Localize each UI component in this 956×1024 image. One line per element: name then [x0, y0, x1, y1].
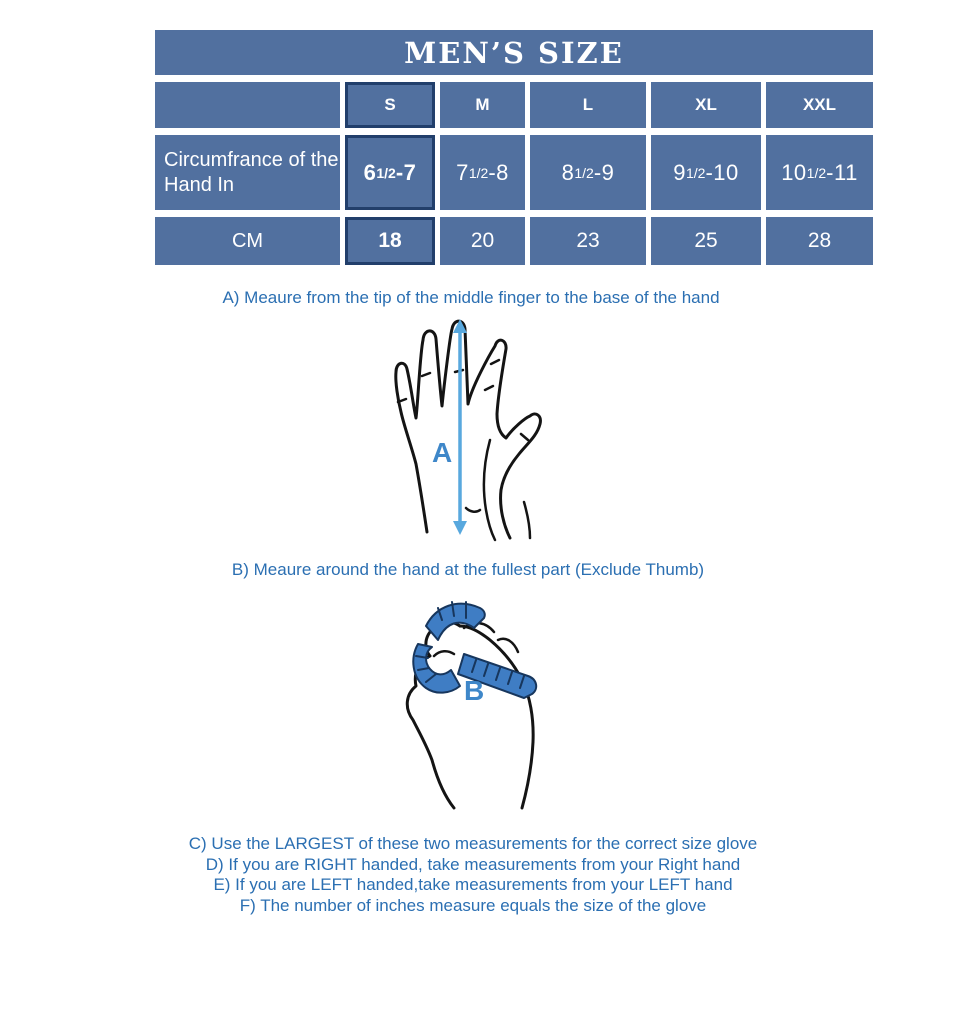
- col-header-m: M: [440, 82, 525, 128]
- diagram-label-b: B: [464, 675, 484, 706]
- instruction-b: B) Meaure around the hand at the fullest…: [231, 560, 705, 579]
- cell-cm-l: 23: [530, 217, 646, 265]
- palm-base-line: [464, 506, 482, 513]
- cell-inches-xxl: 10 1/2 -11: [766, 135, 873, 210]
- value-text: 8: [561, 159, 575, 185]
- cell-inches-l: 8 1/2 -9: [530, 135, 646, 210]
- value-text: 10: [781, 159, 807, 185]
- tape-icon: [425, 602, 486, 641]
- tape-icon: [412, 643, 461, 694]
- cell-cm-xl: 25: [651, 217, 761, 265]
- value-text: 7: [456, 159, 469, 185]
- row-label-inches: Circumfrance of the Hand In: [155, 135, 340, 210]
- mens-size-table: MEN’S SIZE S M L XL XXL Circumfrance of …: [155, 30, 873, 265]
- hand-measure-diagram: A: [394, 319, 542, 542]
- col-header-s: S: [345, 82, 435, 128]
- col-header-xl: XL: [651, 82, 761, 128]
- value-text: 6: [363, 159, 377, 185]
- fraction-text: 1/2: [685, 164, 706, 181]
- value-text: -8: [488, 159, 509, 185]
- fraction-text: 1/2: [574, 164, 594, 181]
- hand-illustration: [394, 319, 542, 540]
- instruction-notes: C) Use the LARGEST of these two measurem…: [0, 834, 946, 916]
- cell-cm-xxl: 28: [766, 217, 873, 265]
- palm-crease-line: [482, 438, 497, 542]
- table-title: MEN’S SIZE: [155, 30, 873, 75]
- wrist-line: [522, 500, 532, 540]
- cell-cm-m: 20: [440, 217, 525, 265]
- instruction-d: D) If you are RIGHT handed, take measure…: [205, 854, 741, 874]
- cell-inches-s: 6 1/2 -7: [345, 135, 435, 210]
- diagram-label-a: A: [432, 437, 452, 468]
- value-text: -7: [395, 159, 417, 185]
- col-header-xxl: XXL: [766, 82, 873, 128]
- instruction-e: E) If you are LEFT handed,take measureme…: [213, 875, 733, 895]
- row-label-cm: CM: [155, 217, 340, 265]
- tape-tick-marks: [415, 601, 525, 689]
- cell-inches-m: 7 1/2 -8: [440, 135, 525, 210]
- value-text: -11: [826, 159, 858, 185]
- fist-measure-diagram: B: [405, 601, 538, 810]
- value-text: 9: [673, 159, 686, 185]
- fraction-text: 1/2: [468, 164, 489, 181]
- fraction-text: 1/2: [376, 164, 396, 181]
- fist-illustration-right: [458, 624, 535, 810]
- cell-cm-s: 18: [345, 217, 435, 265]
- instruction-c: C) Use the LARGEST of these two measurem…: [188, 834, 758, 853]
- value-text: -9: [593, 159, 615, 185]
- corner-cell: [155, 82, 340, 128]
- instruction-a: A) Meaure from the tip of the middle fin…: [222, 288, 720, 307]
- fraction-text: 1/2: [806, 164, 827, 181]
- col-header-l: L: [530, 82, 646, 128]
- instruction-f: F) The number of inches measure equals t…: [239, 895, 707, 915]
- arrow-head-top-icon: [453, 319, 467, 333]
- value-text: -10: [705, 159, 739, 185]
- arrow-head-bottom-icon: [453, 521, 467, 535]
- cell-inches-xl: 9 1/2 -10: [651, 135, 761, 210]
